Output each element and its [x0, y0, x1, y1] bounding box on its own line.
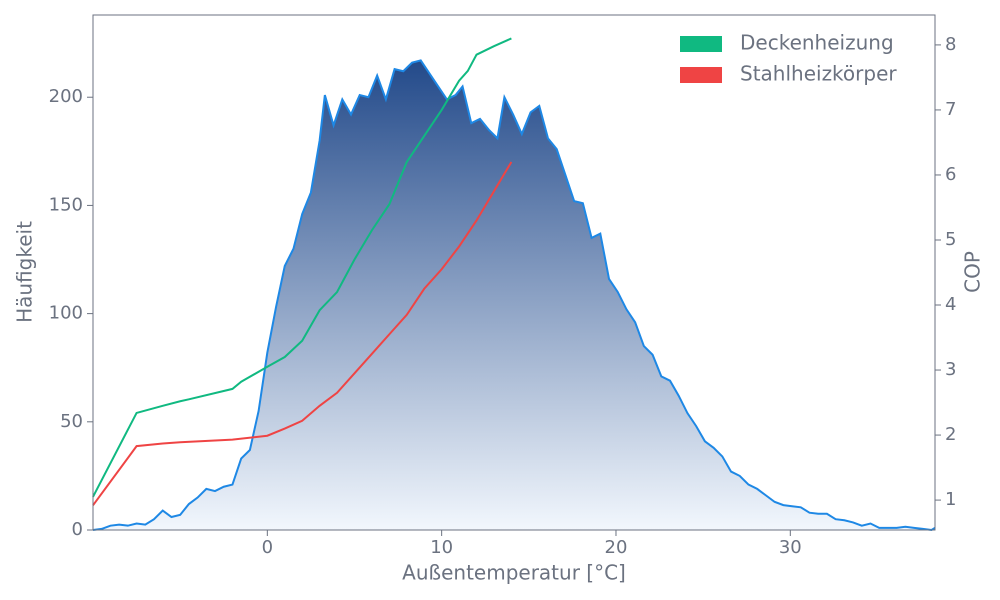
plot-frame	[92, 14, 936, 531]
y-tick-label: 50	[60, 411, 83, 432]
y2-tick-label: 2	[945, 424, 956, 445]
y2-tick-label: 7	[945, 99, 956, 120]
x-tick-label: 10	[430, 537, 453, 558]
area-line	[92, 59, 936, 532]
y2-tick-label: 5	[945, 229, 956, 250]
x-tick-label: 20	[605, 537, 628, 558]
area-fill	[93, 60, 935, 530]
legend-swatch	[680, 67, 722, 83]
y2-tick-label: 3	[945, 359, 956, 380]
x-axis-label: Außentemperatur [°C]	[402, 561, 626, 585]
y-tick-label: 200	[49, 86, 83, 107]
y2-tick-label: 8	[945, 34, 956, 55]
y-tick-label: 100	[49, 303, 83, 324]
y-axis-label: Häufigkeit	[13, 221, 37, 323]
line	[92, 161, 513, 506]
y2-tick-label: 6	[945, 164, 956, 185]
legend-label: Stahlheizkörper	[740, 62, 897, 86]
legend-swatch	[680, 36, 722, 52]
y2-tick-label: 1	[945, 489, 956, 510]
y-tick-label: 150	[49, 194, 83, 215]
x-tick-label: 0	[262, 537, 273, 558]
y2-tick-label: 4	[945, 294, 956, 315]
y2-axis-label: COP	[961, 251, 985, 293]
legend-label: Deckenheizung	[740, 31, 894, 55]
line	[92, 37, 512, 498]
y-tick-label: 0	[72, 519, 83, 540]
x-tick-label: 30	[779, 537, 802, 558]
